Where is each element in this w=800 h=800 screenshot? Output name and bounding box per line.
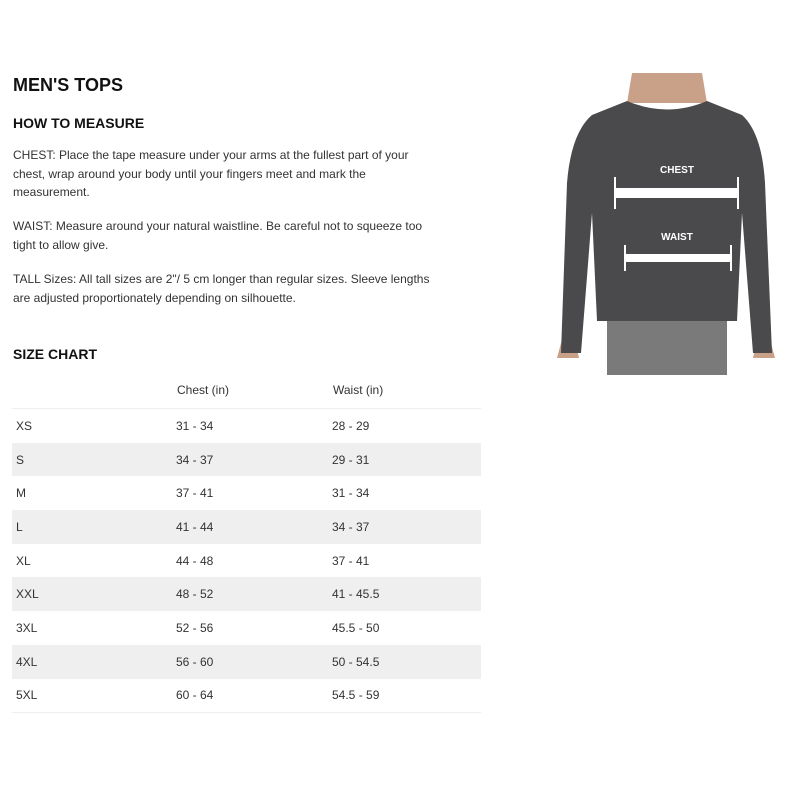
waist-cell: 28 - 29	[332, 418, 370, 433]
table-row: M 37 - 41 31 - 34	[12, 476, 481, 510]
waist-cell: 45.5 - 50	[332, 620, 380, 635]
size-cell: M	[16, 486, 26, 501]
waist-cell: 50 - 54.5	[332, 644, 481, 679]
size-chart-heading: SIZE CHART	[13, 346, 97, 362]
waist-cell: 29 - 31	[332, 442, 481, 477]
tall-sizes-note: TALL Sizes: All tall sizes are 2"/ 5 cm …	[13, 272, 430, 305]
waist-instructions: WAIST: Measure around your natural waist…	[13, 219, 423, 252]
chest-cell: 37 - 41	[176, 486, 214, 501]
size-cell: L	[12, 510, 176, 544]
table-row: 3XL 52 - 56 45.5 - 50	[12, 611, 481, 645]
table-row: 5XL 60 - 64 54.5 - 59	[12, 678, 481, 714]
waist-cell: 34 - 37	[332, 510, 481, 544]
table-row: 4XL 56 - 60 50 - 54.5	[12, 644, 481, 679]
table-row: XL 44 - 48 37 - 41	[12, 544, 481, 578]
table-row: XXL 48 - 52 41 - 45.5	[12, 577, 481, 612]
table-row: XS 31 - 34 28 - 29	[12, 409, 481, 443]
size-cell: XS	[16, 418, 33, 433]
chest-cell: 52 - 56	[176, 620, 214, 635]
size-cell: 4XL	[12, 644, 176, 679]
table-header: Chest (in) Waist (in)	[12, 372, 481, 409]
chest-cell: 31 - 34	[176, 418, 214, 433]
waist-cell: 37 - 41	[332, 553, 370, 568]
header-chest: Chest (in)	[176, 372, 332, 409]
chest-cell: 41 - 44	[176, 510, 332, 544]
size-cell: XL	[16, 553, 31, 568]
chest-cell: 60 - 64	[176, 678, 332, 714]
size-cell: 5XL	[12, 678, 176, 714]
chest-label: CHEST	[660, 165, 694, 176]
header-waist: Waist (in)	[332, 372, 481, 409]
chest-cell: 56 - 60	[176, 644, 332, 679]
chest-cell: 44 - 48	[176, 553, 214, 568]
size-cell: 3XL	[16, 620, 38, 635]
size-chart-table: Chest (in) Waist (in) XS 31 - 34 28 - 29 S 3…	[12, 372, 481, 714]
page-title: MEN'S TOPS	[13, 75, 123, 95]
size-cell: XXL	[12, 577, 176, 612]
chest-instructions: CHEST: Place the tape measure under your…	[13, 148, 409, 200]
model-measurement-image: CHEST WAIST	[557, 73, 775, 375]
waist-label: WAIST	[661, 232, 693, 243]
waist-cell: 31 - 34	[332, 486, 370, 501]
waist-cell: 54.5 - 59	[332, 678, 481, 714]
how-to-measure-heading: HOW TO MEASURE	[13, 115, 145, 131]
table-row: L 41 - 44 34 - 37	[12, 510, 481, 544]
header-size	[12, 372, 176, 409]
chest-cell: 34 - 37	[176, 442, 332, 477]
chest-cell: 48 - 52	[176, 577, 332, 612]
size-cell: S	[12, 442, 176, 477]
table-row: S 34 - 37 29 - 31	[12, 442, 481, 477]
waist-cell: 41 - 45.5	[332, 577, 481, 612]
